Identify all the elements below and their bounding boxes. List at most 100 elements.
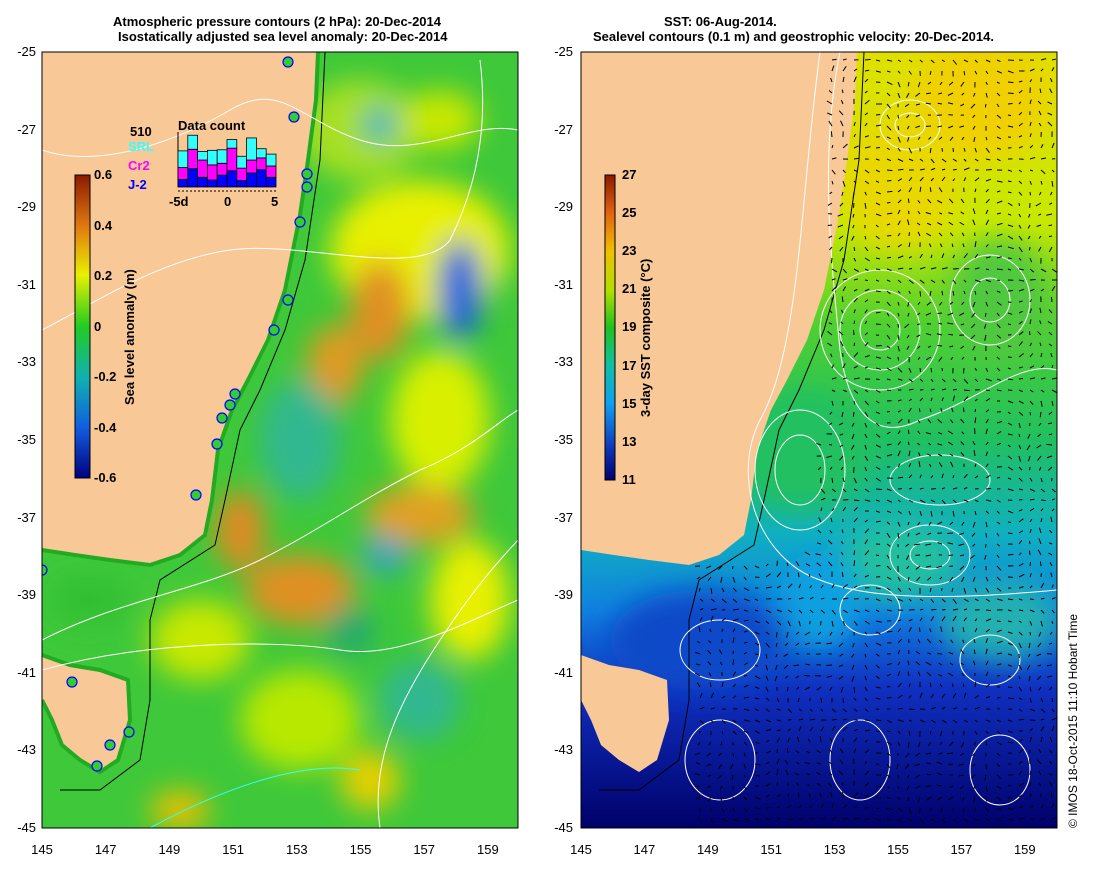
histogram-bar-j2	[265, 176, 277, 188]
x-tick-label-right: 153	[823, 842, 846, 857]
histogram-bar-cr2	[255, 157, 267, 171]
y-tick-label-left: -25	[17, 44, 36, 59]
histogram-bar-cr2	[236, 167, 248, 181]
histogram-bar-j2	[255, 169, 267, 188]
sla-colorbar-tick: 0	[94, 318, 102, 334]
y-tick-label-left: -35	[17, 432, 36, 447]
sst-colorbar-tick: 23	[622, 243, 637, 259]
sla-colorbar-tick: -0.6	[94, 470, 117, 485]
sla-colorbar-tick: 0.6	[94, 167, 113, 182]
histogram-bar-cr2	[246, 159, 257, 174]
sst-colorbar-tick: 17	[622, 357, 637, 373]
histogram-bar-cr2	[206, 164, 218, 181]
y-tick-label-left: -29	[17, 199, 36, 215]
sst-colorbar-tick: 25	[622, 205, 637, 221]
left-title-line1: Atmospheric pressure contours (2 hPa): 2…	[113, 14, 441, 29]
y-tick-label-right: -29	[554, 199, 573, 215]
credit: © IMOS 18-Oct-2015 11:10 Hobart Time	[1066, 613, 1080, 828]
y-tick-label-left: -33	[17, 354, 36, 370]
histogram-bar-j2	[216, 174, 228, 188]
y-tick-label-left: -45	[17, 820, 36, 835]
histogram-bar-j2	[197, 176, 208, 188]
sst-colorbar-tick: 15	[622, 395, 637, 411]
histogram-bar-srl	[197, 151, 208, 161]
histogram-bar-cr2	[187, 148, 199, 170]
sst-colorbar	[604, 174, 616, 481]
histogram-bar-j2	[226, 170, 238, 188]
x-tick-label-left: 151	[222, 842, 244, 857]
x-tick-label-right: 151	[760, 842, 783, 857]
sst-colorbar-tick: 27	[622, 167, 637, 182]
histogram-bar-cr2	[197, 159, 208, 178]
sla-colorbar-tick: -0.4	[94, 419, 117, 435]
histogram-bar-j2	[236, 180, 248, 188]
sla-colorbar-tick: 0.4	[94, 217, 113, 233]
data-count-histogram	[177, 132, 277, 192]
y-tick-label-left: -39	[17, 587, 36, 603]
y-tick-label-right: -31	[554, 276, 573, 292]
sst-colorbar-tick: 11	[622, 471, 636, 487]
y-tick-label-left: -31	[17, 276, 36, 292]
y-tick-label-right: -27	[554, 121, 573, 137]
inset-xtick-5: 5	[271, 194, 279, 209]
histogram-bar-srl	[226, 139, 238, 149]
histogram-bar-j2	[177, 179, 189, 188]
x-tick-label-left: 147	[94, 842, 117, 857]
x-tick-label-right: 157	[950, 842, 973, 857]
histogram-bar-srl	[265, 153, 277, 167]
x-tick-label-left: 145	[31, 842, 53, 857]
y-tick-label-right: -33	[554, 354, 573, 370]
sst-colorbar-tick: 21	[622, 281, 637, 297]
x-tick-label-left: 159	[477, 842, 499, 857]
y-tick-label-right: -35	[554, 432, 573, 447]
histogram-bar-j2	[246, 172, 257, 188]
left-map-sla	[42, 52, 518, 828]
sla-colorbar	[74, 174, 91, 479]
x-tick-label-left: 157	[413, 842, 436, 857]
sla-colorbar-tick: -0.2	[94, 369, 117, 384]
histogram-bar-srl	[255, 148, 267, 159]
sla-colorbar-tick: 0.2	[94, 268, 113, 283]
histogram-bar-j2	[187, 168, 199, 188]
legend-j2: J-2	[128, 177, 147, 192]
right-title-line1: SST: 06-Aug-2014.	[664, 14, 777, 29]
sst-colorbar-tick: 19	[622, 319, 637, 335]
inset-max-label: 510	[130, 124, 152, 139]
right-title-line2: Sealevel contours (0.1 m) and geostrophi…	[593, 29, 994, 44]
legend-cr2: Cr2	[128, 158, 150, 173]
histogram-bar-cr2	[265, 165, 277, 178]
x-tick-label-right: 147	[633, 842, 656, 857]
x-tick-label-right: 159	[1013, 842, 1036, 857]
histogram-bar-srl	[206, 149, 218, 166]
histogram-bar-j2	[206, 179, 218, 188]
inset-xtick-0: 0	[224, 194, 232, 209]
y-tick-label-left: -37	[17, 509, 36, 525]
histogram-bar-srl	[246, 137, 257, 161]
y-tick-label-right: -39	[554, 587, 573, 603]
histogram-bar-srl	[187, 134, 199, 150]
y-tick-label-left: -27	[17, 121, 36, 137]
histogram-bar-srl	[177, 150, 189, 168]
x-tick-label-left: 153	[285, 842, 308, 857]
sst-colorbar-tick: 13	[622, 433, 637, 449]
histogram-bar-srl	[216, 149, 228, 164]
y-tick-label-right: -43	[554, 742, 573, 758]
x-tick-label-right: 155	[887, 842, 909, 857]
inset-title: Data count	[178, 118, 246, 133]
legend-srl: SRL	[128, 139, 154, 154]
right-map-sst	[581, 52, 1057, 828]
x-tick-label-left: 155	[349, 842, 372, 857]
x-tick-label-left: 149	[158, 842, 181, 857]
y-tick-label-right: -37	[554, 509, 573, 525]
x-tick-label-right: 149	[696, 842, 719, 857]
y-tick-label-right: -45	[554, 820, 573, 835]
y-tick-label-right: -25	[554, 44, 573, 59]
geostrophic-velocity-arrows	[694, 58, 1057, 824]
left-title-line2: Isostatically adjusted sea level anomaly…	[118, 29, 448, 44]
histogram-bar-cr2	[226, 147, 238, 172]
histogram-bar-srl	[236, 155, 248, 169]
y-tick-label-left: -41	[17, 664, 36, 680]
y-tick-label-right: -41	[554, 664, 573, 680]
inset-xtick-neg5: -5d	[169, 194, 189, 209]
